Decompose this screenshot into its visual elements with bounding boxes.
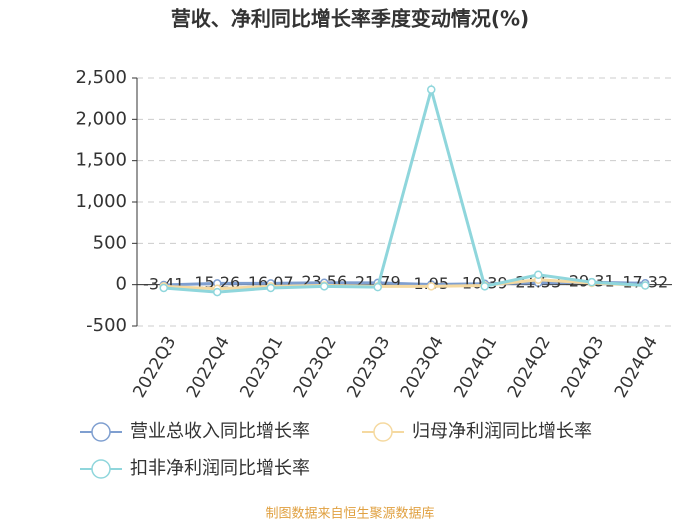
point [641,281,650,290]
x-tick-label: 2022Q4 [183,333,234,401]
source-note: 制图数据来自恒生聚源数据库 [265,506,434,522]
x-tick-label: 2024Q2 [504,333,555,401]
legend-label: 营业总收入同比增长率 [130,421,310,442]
series-line [163,278,646,291]
x-tick-label: 2024Q4 [611,333,662,401]
y-tick-label: -500 [86,315,127,336]
series-line [163,83,646,294]
y-tick-label: 1,000 [75,191,127,212]
point [266,283,275,293]
point [213,287,222,297]
legend-marker [373,422,393,442]
x-tick-label: 2022Q3 [129,333,180,401]
point [427,282,436,291]
point [427,85,436,94]
x-tick-label: 2023Q4 [397,333,448,401]
point [587,277,596,287]
point [534,270,543,279]
chart-title: 营收、净利同比增长率季度变动情况(%) [171,7,529,31]
x-tick-label: 2023Q3 [343,333,394,401]
point [480,282,489,291]
legend-marker [91,422,111,442]
x-tick-label: 2024Q1 [450,333,501,401]
y-tick-label: 500 [93,232,127,253]
x-tick-label: 2023Q1 [236,333,287,401]
y-tick-label: 2,500 [75,67,127,88]
x-tick-label: 2023Q2 [290,333,341,401]
x-tick-label: 2024Q3 [557,333,608,401]
y-tick-label: 1,500 [75,150,127,171]
y-tick-label: 2,000 [75,108,127,129]
point [320,282,329,291]
legend-label: 归母净利润同比增长率 [412,421,592,442]
y-tick-label: 0 [116,274,127,295]
legend-label: 扣非净利润同比增长率 [130,458,310,479]
point [159,283,168,293]
legend-marker [91,459,111,479]
point [373,282,382,292]
